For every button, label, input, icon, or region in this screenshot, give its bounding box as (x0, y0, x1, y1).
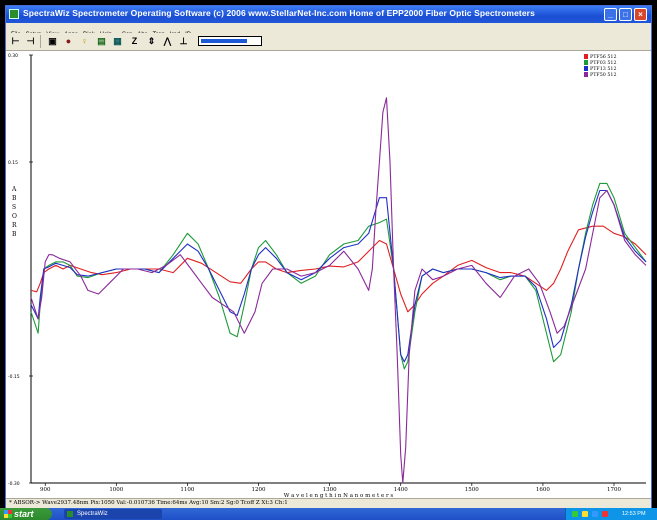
legend-swatch (584, 54, 588, 59)
taskbar-item-spectrawiz[interactable]: SpectraWiz (64, 509, 162, 519)
y-axis-label-letter: A (11, 186, 17, 193)
x-tick-label: 1400 (394, 487, 408, 493)
zero-icon[interactable]: Z (131, 36, 138, 46)
x-tick-label: 1100 (180, 487, 194, 493)
legend-entry: PTF50 512 (590, 72, 617, 78)
window-title: SpectraWiz Spectrometer Operating Softwa… (23, 8, 535, 18)
cursor-right-icon[interactable]: ⊣ (26, 36, 35, 46)
y-axis-label-letter: R (12, 222, 17, 229)
windows-flag-icon (4, 510, 12, 518)
minimize-button[interactable]: _ (604, 8, 617, 21)
integration-slider[interactable] (198, 36, 262, 46)
camera-icon[interactable]: ▦ (113, 36, 122, 46)
x-tick-label: 1000 (109, 487, 123, 493)
network-icon[interactable] (572, 511, 578, 517)
x-axis-label: W a v e l e n g t h i n N a n o m e t e … (284, 493, 394, 498)
light-icon[interactable]: ● (65, 36, 72, 46)
baseline-icon[interactable]: ⊥ (179, 36, 188, 46)
title-bar[interactable]: SpectraWiz Spectrometer Operating Softwa… (6, 6, 651, 23)
slider-fill (201, 39, 247, 43)
toolbar-separator (40, 35, 41, 48)
y-tick-label: -0.15 (8, 374, 20, 380)
app-icon[interactable] (9, 9, 19, 19)
legend-entry: PTF13 512 (590, 66, 617, 72)
menu-bar: FileSetupViewAppsDiskHelpScpAbsTranIradI… (6, 23, 651, 38)
legend-entry: PTF56 512 (590, 54, 617, 60)
y-tick-label: -0.30 (8, 481, 20, 487)
x-tick-label: 1700 (607, 487, 621, 493)
legend-entry: PTF03 512 (590, 60, 617, 66)
x-tick-label: 1600 (536, 487, 550, 493)
series-line-ptf50 (30, 97, 647, 484)
y-axis-label-letter: B (12, 195, 17, 202)
legend-swatch (584, 66, 588, 71)
status-bar: * ABSOR-> Wave2937.48nm Pix:1050 Val:-0.… (6, 498, 651, 510)
y-axis-label-letter: B (12, 231, 17, 238)
y-axis-label-letter: O (12, 213, 17, 220)
spectrawiz-window: SpectraWiz Spectrometer Operating Softwa… (5, 5, 652, 510)
volume-icon[interactable] (582, 511, 588, 517)
spectrum-chart: 0.30 0.15 -0.15 -0.30 900 1000 1100 1200 1300 140… (8, 53, 647, 498)
task-label: SpectraWiz (77, 511, 108, 517)
start-label: start (14, 509, 34, 519)
x-tick-label: 1200 (252, 487, 266, 493)
x-tick-label: 1300 (323, 487, 337, 493)
tray-app-icon[interactable] (592, 511, 598, 517)
save-icon[interactable]: ▤ (97, 36, 106, 46)
start-button[interactable]: start (0, 508, 52, 520)
x-tick-label: 1500 (465, 487, 479, 493)
y-tick-label: 0.30 (8, 53, 18, 59)
lamp-icon[interactable]: ♀ (81, 36, 88, 46)
system-tray: 12:53 PM (565, 508, 657, 520)
clock: 12:53 PM (622, 511, 646, 517)
series-line-ptf13 (30, 189, 647, 363)
cursor-left-icon[interactable]: ⊢ (11, 36, 20, 46)
app-icon (67, 511, 73, 517)
status-text: * ABSOR-> Wave2937.48nm Pix:1050 Val:-0.… (9, 500, 288, 506)
y-axis-label-letter: S (12, 204, 16, 211)
close-button[interactable]: × (634, 8, 647, 21)
taskbar: start SpectraWiz 12:53 PM (0, 508, 657, 520)
spectrum-plot[interactable]: 0.30 0.15 -0.15 -0.30 900 1000 1100 1200 1300 140… (6, 51, 651, 498)
y-tick-label: 0.15 (8, 160, 18, 166)
toolbar: ⊢ ⊣ ▣ ● ♀ ▤ ▦ Z ⇕ ⋀ ⊥ (6, 33, 651, 51)
monitor-icon[interactable]: ▣ (48, 36, 57, 46)
maximize-button[interactable]: □ (619, 8, 632, 21)
legend-swatch (584, 60, 588, 65)
legend-swatch (584, 72, 588, 77)
x-tick-label: 900 (40, 487, 51, 493)
series-line-ptf03 (30, 182, 647, 370)
antivirus-icon[interactable] (602, 511, 608, 517)
scale-icon[interactable]: ⋀ (163, 36, 172, 46)
peak-icon[interactable]: ⇕ (147, 36, 156, 46)
